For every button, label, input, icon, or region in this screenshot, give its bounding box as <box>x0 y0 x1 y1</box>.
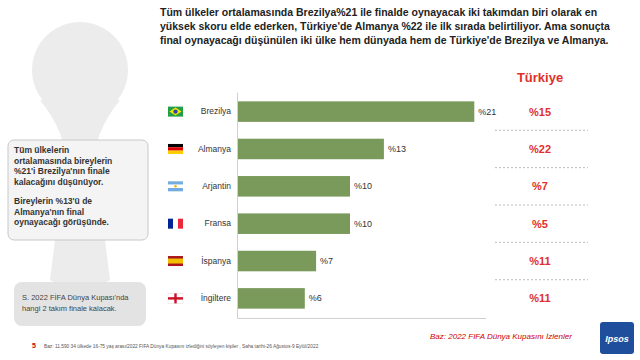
bar <box>237 288 305 309</box>
note-line: ortalamasında bireylerin <box>14 156 112 166</box>
bar <box>237 176 350 197</box>
data-label: %7 <box>320 256 333 266</box>
flag <box>168 219 183 229</box>
y-tick: Fransa <box>205 218 237 228</box>
flag-part <box>178 219 183 229</box>
turkey-value: %7 <box>532 180 548 192</box>
flag-part <box>170 108 182 116</box>
x-axis-line <box>238 318 487 319</box>
bar <box>237 213 350 234</box>
y-tick: Brezilya <box>201 106 237 116</box>
note-frame <box>8 140 148 240</box>
flag-part <box>173 109 177 113</box>
logo-box <box>600 322 634 354</box>
flag-part <box>168 256 183 266</box>
page-number: 5 <box>32 342 36 349</box>
flag-part <box>168 147 183 150</box>
flag-part <box>168 181 183 184</box>
note-line: Tüm ülkelerin <box>14 145 69 155</box>
data-label: %10 <box>354 181 372 191</box>
flag-part <box>168 293 183 303</box>
data-labels: %21 %13 %10 %10 %7 %6 <box>309 107 497 304</box>
bar <box>237 139 384 160</box>
y-tick: Arjantin <box>202 181 237 191</box>
data-label: %6 <box>309 293 322 303</box>
turkey-value: %22 <box>529 143 551 155</box>
flags <box>168 107 183 304</box>
note-line: oynayacağı görüşünde. <box>14 217 109 227</box>
flag <box>168 144 183 154</box>
flag-part <box>168 188 183 191</box>
turkey-separator <box>495 242 588 243</box>
note-line: Almanya'nın final <box>14 207 84 217</box>
note-line: %21'i Brezilya'nın finale <box>14 166 110 176</box>
category-label: Brezilya <box>201 106 232 116</box>
trophy-base <box>14 282 146 326</box>
flag-part <box>168 219 173 229</box>
category-label: İspanya <box>201 256 231 266</box>
logo: Ipsos <box>600 322 634 354</box>
turkey-value: %15 <box>529 106 551 118</box>
flag <box>168 256 183 266</box>
data-label: %10 <box>354 219 372 229</box>
note-box: Tüm ülkelerinortalamasında bireylerin%21… <box>8 140 148 240</box>
note-line: Bireylerin %13'ü de <box>14 196 92 206</box>
turkey-separator <box>495 130 588 131</box>
logo-text: Ipsos <box>605 334 629 344</box>
flag-part <box>168 107 183 117</box>
bars <box>237 101 474 308</box>
y-tick: İngiltere <box>201 293 237 303</box>
flag-part <box>168 144 183 147</box>
data-label: %21 <box>478 107 496 117</box>
note-line: kalacağını düşünüyor. <box>14 177 103 187</box>
y-axis-line <box>237 93 238 319</box>
flag <box>168 107 183 117</box>
category-label: Almanya <box>198 144 231 154</box>
category-label: Arjantin <box>202 181 231 191</box>
flag <box>168 181 183 191</box>
flag-part <box>173 219 178 229</box>
bar <box>237 101 474 122</box>
category-label: Fransa <box>205 218 232 228</box>
category-label: İngiltere <box>201 293 232 303</box>
bar <box>237 251 316 272</box>
flag-part <box>168 259 183 264</box>
source-note: Baz: 11.590 34 ülkede 16-75 yaş arası/20… <box>44 344 319 349</box>
y-tick: İspanya <box>201 256 237 266</box>
flag-part <box>168 185 183 188</box>
page: Tüm ülkeler ortalamasında Brezilya%21 il… <box>0 0 640 360</box>
data-label: %13 <box>388 144 406 154</box>
chart-title: Tüm ülkeler ortalamasında Brezilya%21 il… <box>160 5 612 47</box>
flag-part <box>174 185 177 188</box>
y-axis: Brezilya Almanya Arjantin Fransa İspanya İngi… <box>198 93 238 319</box>
turkey-value: %11 <box>529 255 550 267</box>
turkey-separator <box>495 167 588 168</box>
base-note: Baz: 2022 FIFA Dünya Kupasını İzlenler <box>430 332 572 341</box>
flag <box>168 293 183 303</box>
turkey-column: Türkiye %15 %22 %7 %5 %11 %11 <box>495 70 588 304</box>
turkey-separator <box>495 205 588 206</box>
x-axis <box>238 318 487 319</box>
turkey-value: %11 <box>529 292 550 304</box>
turkey-separator <box>495 279 588 280</box>
turkey-title: Türkiye <box>517 70 563 85</box>
question-line: S. 2022 FİFA Dünya Kupası'nda <box>22 293 129 302</box>
chart-svg: Tüm ülkelerinortalamasında bireylerin%21… <box>0 0 640 360</box>
turkey-value: %5 <box>532 218 548 230</box>
y-tick: Almanya <box>198 144 237 154</box>
question-line: hangi 2 takım finale kalacak. <box>22 304 117 313</box>
flag-part <box>168 297 183 299</box>
flag-part <box>168 151 183 154</box>
